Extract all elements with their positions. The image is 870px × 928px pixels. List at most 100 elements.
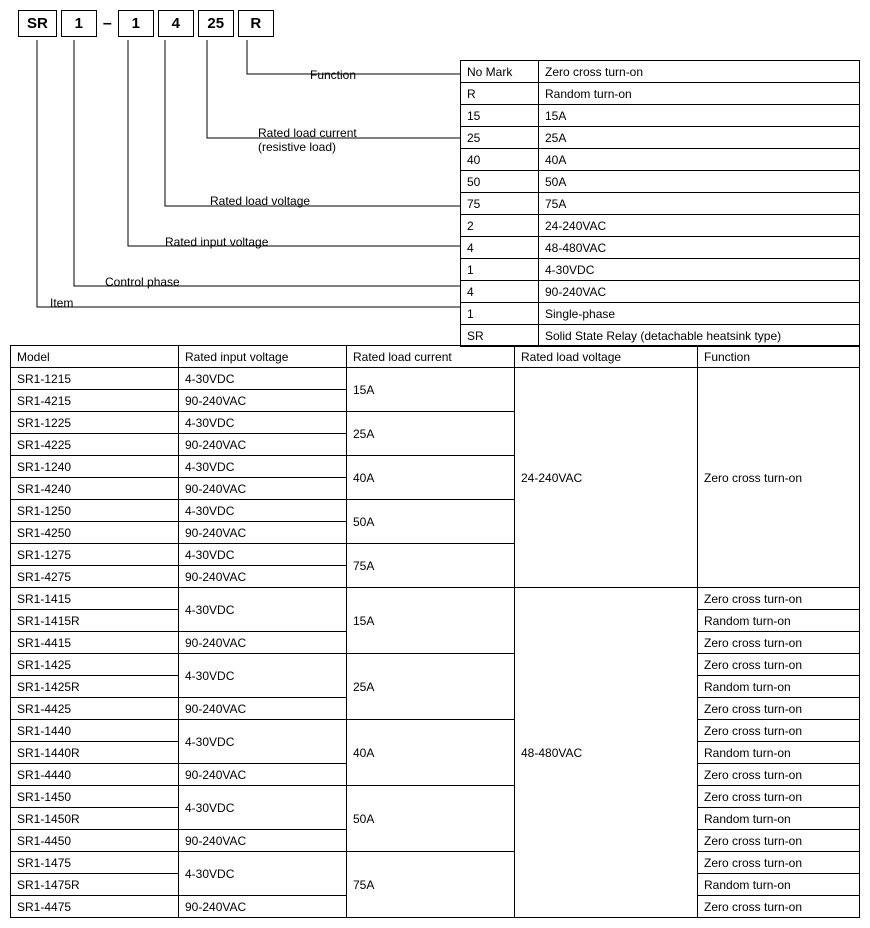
key-desc-cell: 24-240VAC xyxy=(539,215,860,237)
code-box-3: 4 xyxy=(158,10,194,37)
model-table-header-cell: Rated load current xyxy=(347,346,515,368)
model-table-cell: 50A xyxy=(347,786,515,852)
model-table-cell: 48-480VAC xyxy=(515,588,698,918)
model-table-header-row: ModelRated input voltageRated load curre… xyxy=(11,346,860,368)
key-code-cell: 25 xyxy=(461,127,539,149)
key-code-cell: No Mark xyxy=(461,61,539,83)
key-desc-cell: 75A xyxy=(539,193,860,215)
model-table-cell: SR1-1415R xyxy=(11,610,179,632)
model-table-cell: 90-240VAC xyxy=(179,434,347,456)
ordering-key-table: No MarkZero cross turn-onRRandom turn-on… xyxy=(460,60,860,347)
model-table-cell: 15A xyxy=(347,588,515,654)
key-code-cell: 2 xyxy=(461,215,539,237)
model-table-cell: 4-30VDC xyxy=(179,588,347,632)
model-table-cell: 4-30VDC xyxy=(179,852,347,896)
model-table-cell: Random turn-on xyxy=(698,808,860,830)
code-boxes-row: SR1–1425R xyxy=(18,10,870,37)
model-table-cell: SR1-1240 xyxy=(11,456,179,478)
model-table-cell: 4-30VDC xyxy=(179,544,347,566)
model-table-cell: SR1-1475R xyxy=(11,874,179,896)
model-table-cell: 90-240VAC xyxy=(179,522,347,544)
model-table-cell: SR1-4425 xyxy=(11,698,179,720)
key-code-cell: 40 xyxy=(461,149,539,171)
model-table-cell: Random turn-on xyxy=(698,676,860,698)
model-table-cell: 75A xyxy=(347,852,515,918)
key-table-row: 224-240VAC xyxy=(461,215,860,237)
model-table-cell: Zero cross turn-on xyxy=(698,830,860,852)
model-table-cell: 50A xyxy=(347,500,515,544)
key-table-row: 7575A xyxy=(461,193,860,215)
model-table-cell: SR1-1425R xyxy=(11,676,179,698)
table-row: SR1-14504-30VDC50AZero cross turn-on xyxy=(11,786,860,808)
key-table-row: No MarkZero cross turn-on xyxy=(461,61,860,83)
model-table-cell: Zero cross turn-on xyxy=(698,764,860,786)
key-desc-cell: 40A xyxy=(539,149,860,171)
model-table-cell: 4-30VDC xyxy=(179,654,347,698)
model-table-cell: Zero cross turn-on xyxy=(698,720,860,742)
code-box-4: 25 xyxy=(198,10,234,37)
model-table-cell: Zero cross turn-on xyxy=(698,368,860,588)
model-table-cell: 15A xyxy=(347,368,515,412)
model-table-cell: SR1-4450 xyxy=(11,830,179,852)
model-table-cell: SR1-1415 xyxy=(11,588,179,610)
model-table-cell: SR1-1225 xyxy=(11,412,179,434)
model-table-cell: Random turn-on xyxy=(698,742,860,764)
key-desc-cell: 15A xyxy=(539,105,860,127)
key-table-row: SRSolid State Relay (detachable heatsink… xyxy=(461,325,860,347)
table-row: SR1-14754-30VDC75AZero cross turn-on xyxy=(11,852,860,874)
model-table-cell: SR1-4215 xyxy=(11,390,179,412)
connector-label-2: Rated load voltage xyxy=(210,194,310,208)
model-table-cell: SR1-4250 xyxy=(11,522,179,544)
key-table-row: 5050A xyxy=(461,171,860,193)
key-code-cell: 50 xyxy=(461,171,539,193)
model-table-header-cell: Rated load voltage xyxy=(515,346,698,368)
model-table-cell: 90-240VAC xyxy=(179,390,347,412)
model-table-cell: SR1-1440R xyxy=(11,742,179,764)
model-table-cell: 4-30VDC xyxy=(179,456,347,478)
model-table-cell: Random turn-on xyxy=(698,874,860,896)
key-desc-cell: Solid State Relay (detachable heatsink t… xyxy=(539,325,860,347)
model-table-cell: 90-240VAC xyxy=(179,830,347,852)
key-desc-cell: Zero cross turn-on xyxy=(539,61,860,83)
key-desc-cell: 25A xyxy=(539,127,860,149)
model-table-cell: SR1-1475 xyxy=(11,852,179,874)
model-table-cell: 90-240VAC xyxy=(179,698,347,720)
model-table-cell: SR1-1450 xyxy=(11,786,179,808)
model-table-cell: 90-240VAC xyxy=(179,566,347,588)
model-spec-table: ModelRated input voltageRated load curre… xyxy=(10,345,860,918)
model-table-cell: Zero cross turn-on xyxy=(698,632,860,654)
model-table-cell: 90-240VAC xyxy=(179,478,347,500)
code-box-5: R xyxy=(238,10,274,37)
key-code-cell: 1 xyxy=(461,259,539,281)
model-table-header-cell: Function xyxy=(698,346,860,368)
model-table-cell: 24-240VAC xyxy=(515,368,698,588)
key-code-cell: 1 xyxy=(461,303,539,325)
key-table-row: 1Single-phase xyxy=(461,303,860,325)
model-table-header-cell: Model xyxy=(11,346,179,368)
connector-label-0: Function xyxy=(310,68,356,82)
connector-label-3: Rated input voltage xyxy=(165,235,268,249)
table-row: SR1-12154-30VDC15A24-240VACZero cross tu… xyxy=(11,368,860,390)
ordering-code-section: SR1–1425R FunctionRated load current(res… xyxy=(10,10,870,340)
model-table-cell: 4-30VDC xyxy=(179,368,347,390)
model-table-cell: 90-240VAC xyxy=(179,632,347,654)
key-desc-cell: 90-240VAC xyxy=(539,281,860,303)
code-box-1: 1 xyxy=(61,10,97,37)
model-table-cell: 4-30VDC xyxy=(179,720,347,764)
model-table-cell: Zero cross turn-on xyxy=(698,786,860,808)
table-row: SR1-14404-30VDC40AZero cross turn-on xyxy=(11,720,860,742)
model-table-cell: SR1-4240 xyxy=(11,478,179,500)
model-table-cell: 90-240VAC xyxy=(179,764,347,786)
key-desc-cell: Random turn-on xyxy=(539,83,860,105)
model-table-cell: 25A xyxy=(347,412,515,456)
model-table-cell: SR1-4440 xyxy=(11,764,179,786)
model-table-cell: SR1-1450R xyxy=(11,808,179,830)
code-box-0: SR xyxy=(18,10,57,37)
model-table-cell: 4-30VDC xyxy=(179,786,347,830)
key-desc-cell: 4-30VDC xyxy=(539,259,860,281)
key-table-row: 4040A xyxy=(461,149,860,171)
key-code-cell: SR xyxy=(461,325,539,347)
model-table-cell: 75A xyxy=(347,544,515,588)
key-code-cell: 75 xyxy=(461,193,539,215)
model-table-cell: Zero cross turn-on xyxy=(698,654,860,676)
